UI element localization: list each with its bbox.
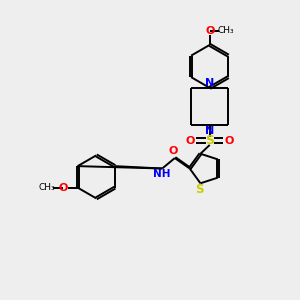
Text: O: O xyxy=(169,146,178,157)
Text: O: O xyxy=(206,26,215,36)
Text: CH₃: CH₃ xyxy=(39,183,56,192)
Text: S: S xyxy=(205,134,214,147)
Text: NH: NH xyxy=(153,169,170,179)
Text: S: S xyxy=(196,183,204,196)
Text: O: O xyxy=(224,136,234,146)
Text: O: O xyxy=(186,136,195,146)
Text: O: O xyxy=(58,183,68,193)
Text: N: N xyxy=(205,126,214,136)
Text: CH₃: CH₃ xyxy=(218,26,235,35)
Text: N: N xyxy=(205,77,214,88)
